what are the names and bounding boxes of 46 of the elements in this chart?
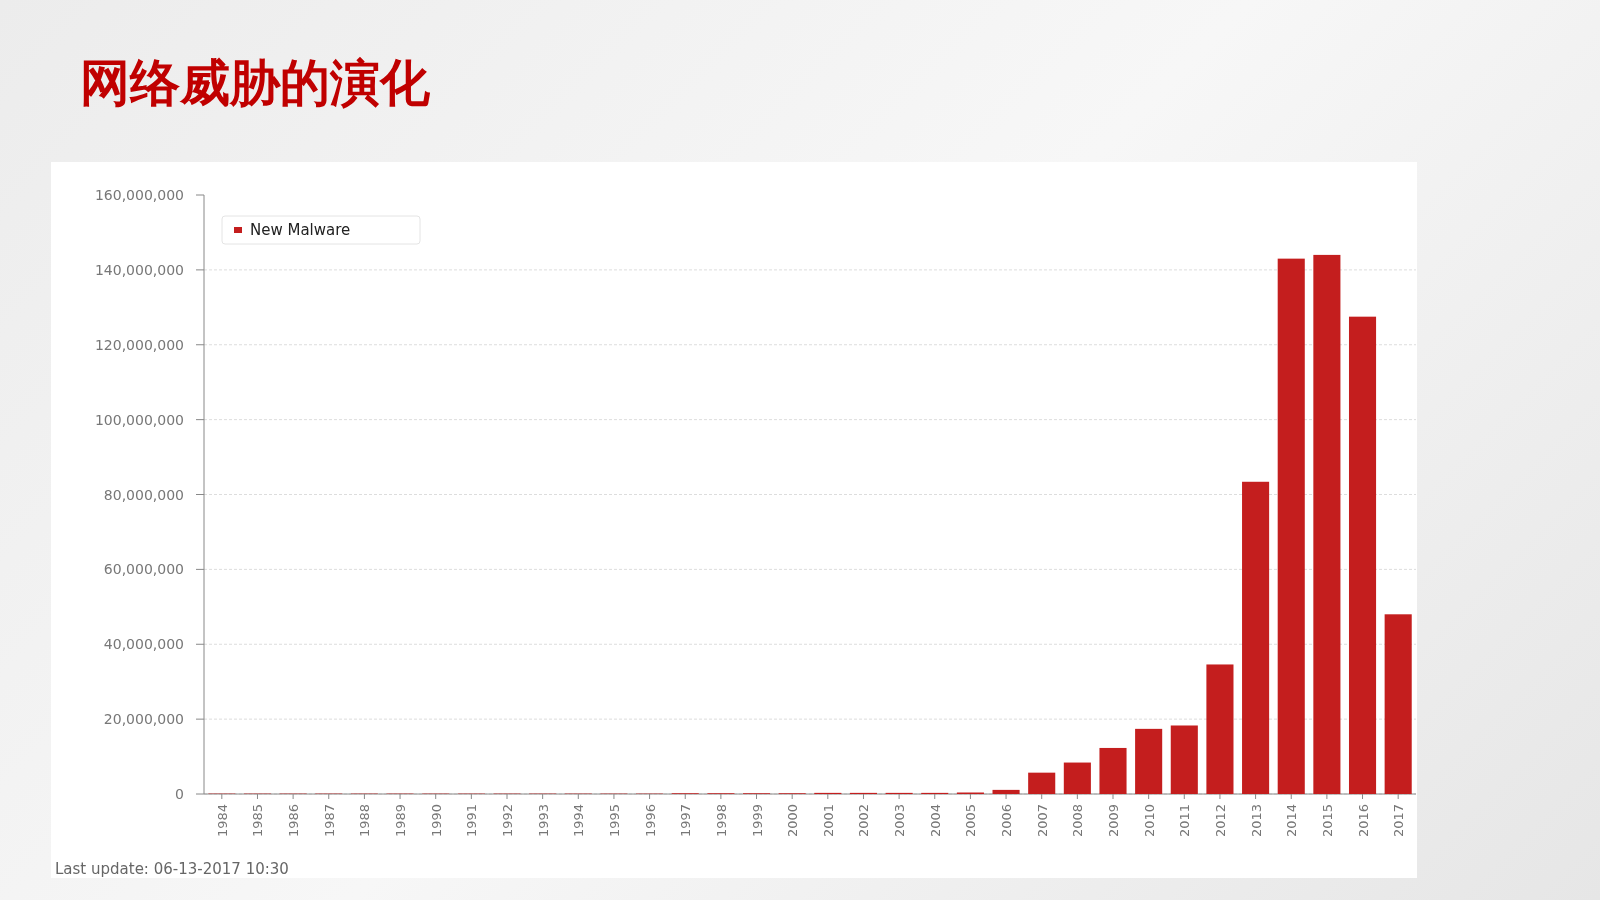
xtick: 1994 — [571, 804, 587, 838]
ytick: 80,000,000 — [103, 486, 184, 503]
xtick: 1987 — [321, 804, 337, 838]
xtick: 1986 — [286, 804, 302, 838]
xtick: 1998 — [713, 804, 729, 838]
xtick: 1985 — [250, 804, 266, 838]
xtick: 1997 — [678, 804, 694, 838]
xtick: 2007 — [1034, 804, 1050, 838]
xtick: 2000 — [785, 804, 801, 838]
annotation: Last update: 06-13-2017 10:30 — [55, 860, 289, 878]
xtick: 2002 — [856, 804, 872, 838]
xtick: 1989 — [393, 804, 409, 838]
ytick: 140,000,000 — [94, 261, 184, 278]
xtick: 2014 — [1284, 804, 1300, 838]
xtick: 2008 — [1070, 804, 1086, 838]
xtick: 2004 — [927, 804, 943, 838]
xtick: 2003 — [892, 804, 908, 838]
xtick: 2015 — [1319, 804, 1335, 838]
xtick: 1984 — [214, 804, 230, 838]
xtick: 1990 — [428, 804, 444, 838]
xtick: 2016 — [1355, 804, 1371, 838]
xtick: 2009 — [1106, 804, 1121, 838]
ytick: 40,000,000 — [103, 636, 184, 653]
title: 网络威胁的演化 — [80, 54, 430, 112]
xtick: 1996 — [642, 804, 658, 838]
xtick: 1993 — [535, 804, 551, 838]
ytick: 120,000,000 — [94, 336, 184, 353]
xtick: 1988 — [357, 804, 373, 838]
ytick: 20,000,000 — [103, 711, 184, 728]
xtick: 2006 — [999, 804, 1015, 838]
legend: New Malware — [250, 221, 351, 239]
ytick: 160,000,000 — [94, 187, 184, 203]
ytick: 0 — [175, 786, 184, 802]
xtick: 2010 — [1141, 804, 1157, 838]
xtick: 2012 — [1212, 804, 1228, 838]
ytick: 100,000,000 — [94, 411, 184, 428]
xtick: 1995 — [606, 804, 622, 838]
ytick: 60,000,000 — [103, 561, 184, 578]
xtick: 2001 — [820, 804, 836, 838]
xtick: 2011 — [1177, 804, 1193, 838]
xtick: 2017 — [1391, 804, 1407, 838]
xtick: 2013 — [1248, 804, 1264, 838]
xtick: 1992 — [500, 804, 515, 838]
xtick: 1991 — [464, 804, 480, 838]
xtick: 1999 — [749, 804, 765, 838]
xtick: 2005 — [963, 804, 979, 838]
